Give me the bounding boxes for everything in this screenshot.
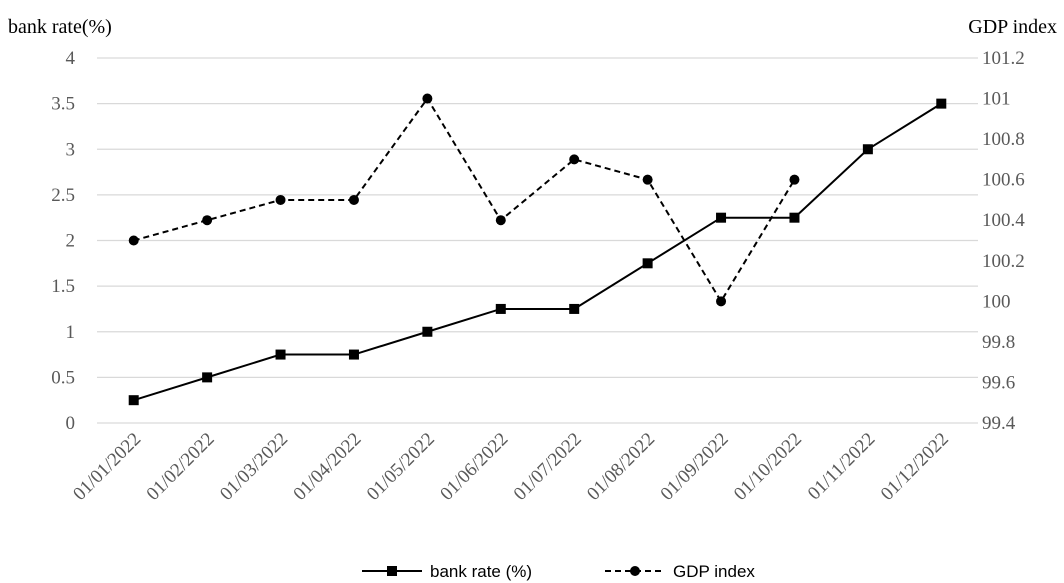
- left-tick-label: 2: [66, 231, 76, 252]
- left-tick-label: 1: [66, 322, 76, 343]
- left-axis-tick-labels: 0 0.5 1 1.5 2 2.5 3 3.5 4: [51, 48, 75, 434]
- data-point: [716, 212, 727, 223]
- data-point: [569, 154, 580, 165]
- x-tick-label: 01/01/2022: [69, 429, 145, 505]
- right-tick-label: 100.2: [982, 251, 1025, 272]
- data-point: [495, 303, 506, 314]
- left-tick-label: 0: [66, 413, 76, 434]
- data-point: [348, 349, 359, 360]
- x-tick-label: 01/12/2022: [877, 429, 953, 505]
- left-tick-label: 0.5: [51, 367, 75, 388]
- legend-item: bank rate (%): [362, 562, 532, 581]
- x-tick-label: 01/05/2022: [363, 429, 439, 505]
- data-point: [789, 174, 800, 185]
- left-axis-title: bank rate(%): [8, 16, 112, 38]
- gridlines: [97, 57, 978, 424]
- right-tick-label: 101.2: [982, 48, 1025, 69]
- series-layer: [128, 93, 947, 406]
- series-line: [133, 102, 942, 402]
- x-tick-label: 01/06/2022: [436, 429, 512, 505]
- legend-marker: [630, 566, 640, 576]
- left-tick-label: 1.5: [51, 276, 75, 297]
- data-point: [202, 215, 213, 226]
- x-tick-label: 01/04/2022: [289, 429, 365, 505]
- legend-item: GDP index: [605, 562, 755, 581]
- x-axis-tick-labels: 01/01/202201/02/202201/03/202201/04/2022…: [69, 429, 953, 505]
- x-tick-label: 01/11/2022: [804, 429, 880, 505]
- series-1: [128, 93, 800, 307]
- data-point: [569, 303, 580, 314]
- right-tick-label: 100.6: [982, 170, 1025, 191]
- x-tick-label: 01/02/2022: [143, 429, 219, 505]
- right-tick-label: 99.6: [982, 372, 1015, 393]
- left-tick-label: 4: [66, 48, 76, 69]
- data-point: [422, 93, 433, 104]
- x-tick-label: 01/07/2022: [510, 429, 586, 505]
- series-line: [133, 96, 796, 304]
- right-tick-label: 100.8: [982, 129, 1025, 150]
- right-axis-tick-labels: 99.4 99.6 99.8 100 100.2 100.4 100.6 100.8 101 10…: [982, 48, 1025, 434]
- data-point: [936, 98, 947, 109]
- left-tick-label: 3: [66, 139, 76, 160]
- left-tick-label: 2.5: [51, 185, 75, 206]
- data-point: [275, 349, 286, 360]
- series-0: [128, 98, 947, 406]
- data-point: [642, 258, 653, 269]
- data-point: [495, 215, 506, 226]
- right-tick-label: 99.4: [982, 413, 1016, 434]
- data-point: [202, 372, 213, 383]
- data-point: [862, 144, 873, 155]
- x-tick-label: 01/10/2022: [730, 429, 806, 505]
- data-point: [348, 194, 359, 205]
- data-point: [128, 235, 139, 246]
- legend-marker: [387, 566, 397, 576]
- right-tick-label: 101: [982, 89, 1011, 110]
- data-point: [716, 296, 727, 307]
- legend-label: GDP index: [673, 562, 755, 581]
- data-point: [642, 174, 653, 185]
- right-tick-label: 99.8: [982, 332, 1015, 353]
- right-axis-title: GDP index: [968, 16, 1057, 38]
- x-tick-label: 01/09/2022: [657, 429, 733, 505]
- legend: bank rate (%) GDP index: [362, 562, 755, 581]
- legend-label: bank rate (%): [430, 562, 532, 581]
- data-point: [128, 395, 139, 406]
- right-tick-label: 100: [982, 291, 1011, 312]
- data-point: [275, 194, 286, 205]
- left-tick-label: 3.5: [51, 94, 75, 115]
- x-tick-label: 01/03/2022: [216, 429, 292, 505]
- x-tick-label: 01/08/2022: [583, 429, 659, 505]
- right-tick-label: 100.4: [982, 210, 1025, 231]
- data-point: [422, 326, 433, 337]
- data-point: [789, 212, 800, 223]
